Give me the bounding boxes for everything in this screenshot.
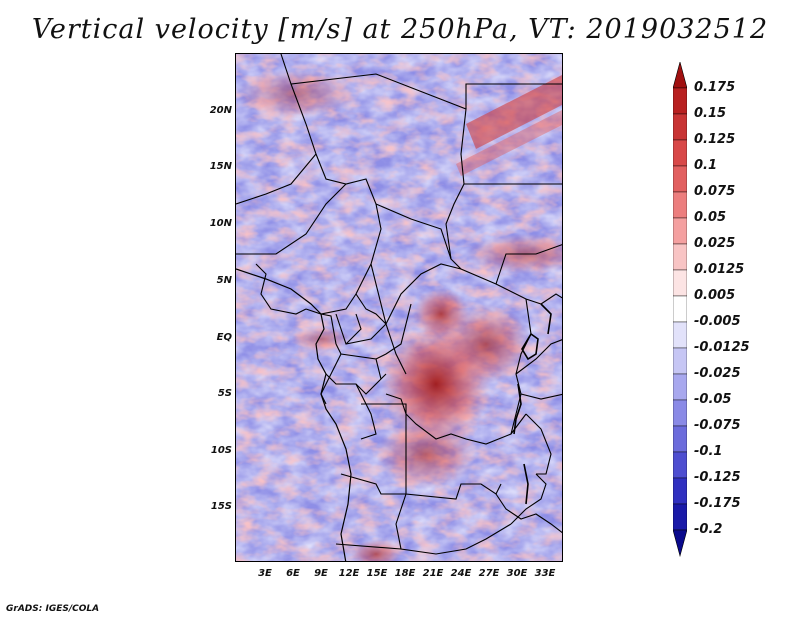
colorbar [673,62,687,558]
lat-label: 10S [210,445,232,456]
updraft-zone [351,540,401,561]
colorbar-label: 0.05 [694,210,727,225]
colorbar-label: 0.025 [694,236,736,251]
lon-label: 21E [422,568,444,579]
colorbar-label: 0.125 [694,132,736,147]
colorbar-label: 0.0125 [694,262,745,277]
colorbar-label: -0.125 [694,470,741,485]
updraft-band [466,75,562,149]
lat-label: 15S [210,501,232,512]
lon-label: 18E [394,568,416,579]
updraft-zone [236,69,356,119]
updraft-band [456,110,562,176]
lon-label: 24E [450,568,472,579]
colorbar-segment [673,425,687,453]
credit-label: GrADS: IGES/COLA [6,604,100,614]
colorbar-label: 0.075 [694,184,736,199]
colorbar-label: -0.05 [694,392,732,407]
velocity-field [236,54,562,561]
plot-title: Vertical velocity [m/s] at 250hPa, VT: 2… [31,14,769,45]
lat-label: 15N [209,161,232,172]
lon-label: 3E [258,568,272,579]
colorbar-segment [673,321,687,349]
lon-label: 27E [478,568,500,579]
colorbar-label: 0.005 [694,288,736,303]
colorbar-segment [673,243,687,271]
updraft-zone [376,419,476,489]
colorbar-segment [673,295,687,323]
colorbar-label: 0.1 [694,158,718,173]
lon-label: 30E [506,568,528,579]
country-borders [236,54,562,555]
lat-label: EQ [216,332,232,343]
updraft-zone [413,288,469,340]
colorbar-label: -0.025 [694,366,741,381]
lon-label: 15E [366,568,388,579]
colorbar-segment [673,477,687,505]
colorbar-arrow-bottom [673,529,687,558]
lat-label: 20N [209,105,232,116]
lon-label: 33E [534,568,556,579]
texture-red [236,54,562,561]
colorbar-label: -0.005 [694,314,741,329]
colorbar-segment [673,373,687,401]
lat-label: 10N [209,218,232,229]
colorbar-segment [673,191,687,219]
colorbar-segment [673,113,687,141]
colorbar-label: -0.175 [694,496,741,511]
lon-label: 9E [314,568,328,579]
colorbar-segment [673,451,687,479]
lat-label: 5N [216,275,232,286]
colorbar-segment [673,503,687,531]
colorbar-label: -0.0125 [694,340,750,355]
lat-label: 5S [217,388,232,399]
colorbar-segment [673,269,687,297]
colorbar-label: -0.2 [694,522,723,537]
colorbar-label: 0.175 [694,80,736,95]
colorbar-segment [673,139,687,167]
map-plot-area [235,53,563,562]
lon-label: 12E [338,568,360,579]
coastline [236,268,352,561]
lakes [513,303,552,505]
colorbar-segment [673,217,687,245]
lon-label: 6E [286,568,300,579]
colorbar-segment [673,399,687,427]
colorbar-segments [673,62,687,558]
colorbar-arrow-top [673,62,687,89]
colorbar-label: -0.075 [694,418,741,433]
colorbar-segment [673,87,687,115]
colorbar-segment [673,165,687,193]
colorbar-segment [673,347,687,375]
colorbar-label: -0.1 [694,444,723,459]
colorbar-label: 0.15 [694,106,727,121]
